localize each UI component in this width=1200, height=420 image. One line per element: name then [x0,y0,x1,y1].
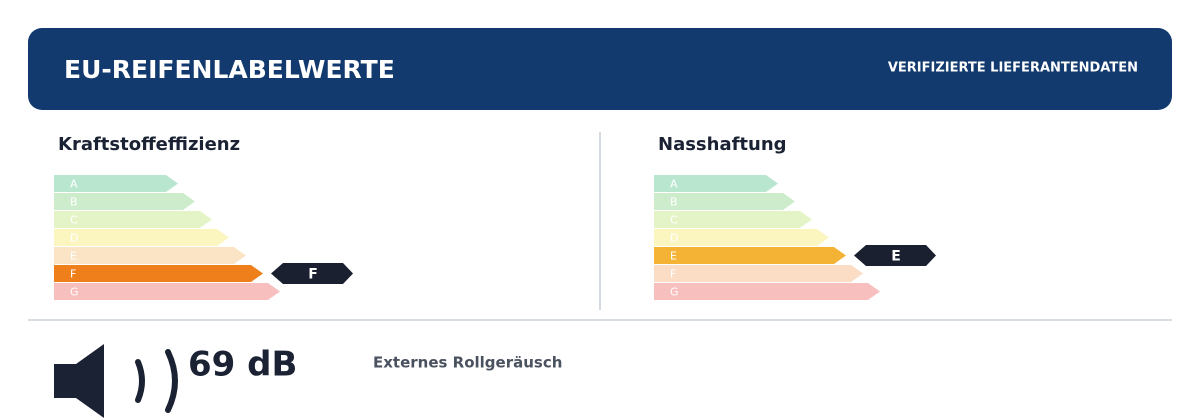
class-bar [654,211,812,228]
class-bar [654,247,846,264]
class-bar [54,175,178,192]
noise-value: 69 dB [188,345,297,385]
class-letter: D [670,232,678,245]
class-letter: E [70,250,77,263]
section-title: Nasshaftung [658,134,787,155]
section-title: Kraftstoffeffizienz [58,134,240,155]
class-letter: B [70,196,78,209]
class-bar [54,247,246,264]
class-letter: G [70,286,79,299]
class-bar [654,229,829,246]
noise-label: Externes Rollgeräusch [373,354,562,372]
class-bar [654,283,880,300]
rating-letter: F [308,267,318,283]
class-bar [54,265,263,282]
class-bar [654,265,863,282]
header-title: EU-REIFENLABELWERTE [64,55,395,84]
header-badge: VERIFIZIERTE LIEFERANTENDATEN [888,61,1138,76]
class-bar [654,193,795,210]
class-bar [654,175,778,192]
class-bar [54,211,212,228]
class-letter: D [70,232,78,245]
speaker-icon [54,344,178,418]
class-letter: C [70,214,78,227]
header-bar [28,28,1172,110]
rating-arrow [271,263,353,284]
class-bar [54,283,280,300]
class-letter: A [70,178,78,191]
class-letter: F [70,268,76,281]
rating-arrow [854,245,936,266]
class-letter: C [670,214,678,227]
class-letter: E [670,250,677,263]
rating-letter: E [891,249,901,265]
class-bar [54,229,229,246]
class-letter: G [670,286,679,299]
class-bar [54,193,195,210]
class-letter: A [670,178,678,191]
class-letter: F [670,268,676,281]
class-letter: B [670,196,678,209]
